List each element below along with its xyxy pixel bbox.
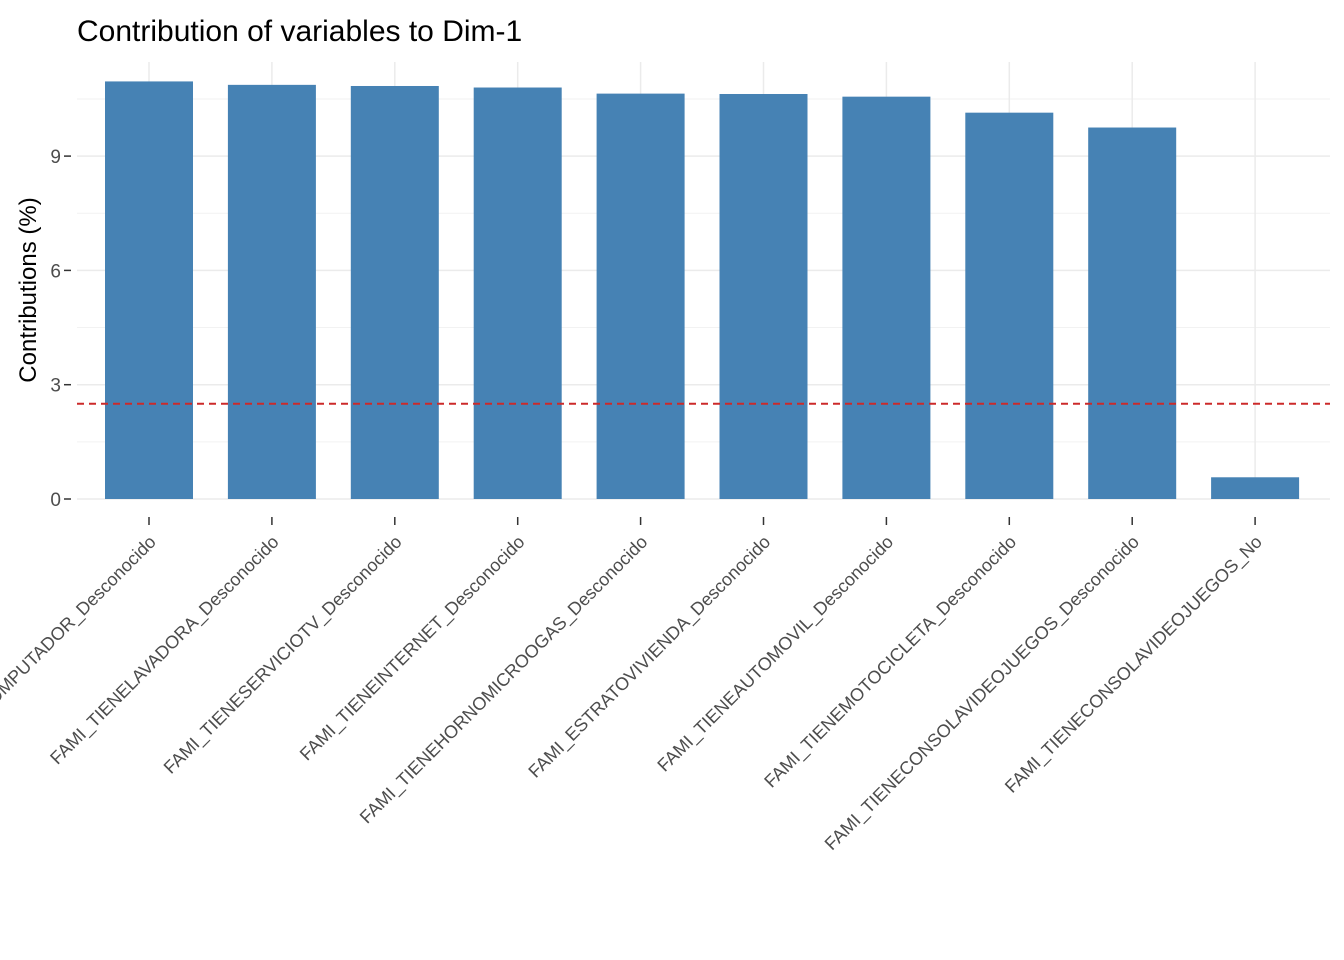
- y-tick-label: 9: [50, 147, 61, 168]
- y-axis: 0 3 6 9: [50, 147, 71, 511]
- x-tick-label: FAMI_TIENEAUTOMOVIL_Desconocido: [653, 532, 898, 777]
- y-axis-label: Contributions (%): [15, 197, 42, 382]
- y-tick-label: 3: [50, 376, 61, 397]
- x-tick-label: FAMI_ESTRATOVIVIENDA_Desconocido: [524, 532, 775, 783]
- y-tick-label: 0: [50, 490, 61, 511]
- bars: [105, 81, 1300, 500]
- bar: [842, 96, 931, 499]
- x-tick-label: FAMI_TIENEHORNOMICROOGAS_Desconocido: [356, 532, 652, 828]
- bar: [965, 112, 1054, 499]
- bar: [1211, 477, 1300, 499]
- bar: [1088, 127, 1177, 500]
- x-tick-label: FAMI_TIENEMOTOCICLETA_Desconocido: [760, 532, 1021, 793]
- y-tick-label: 6: [50, 261, 61, 282]
- bar: [105, 81, 193, 499]
- x-tick-label: FAMI_TIENECONSOLAVIDEOJUEGOS_No: [1001, 532, 1267, 798]
- bar: [719, 93, 808, 499]
- bar: [350, 85, 439, 499]
- bar: [596, 93, 685, 499]
- x-axis: FAMI_TIENECOMPUTADOR_DesconocidoFAMI_TIE…: [0, 517, 1267, 855]
- chart-title: Contribution of variables to Dim-1: [77, 15, 522, 48]
- x-tick-label: FAMI_TIENECOMPUTADOR_Desconocido: [0, 532, 161, 793]
- bar: [227, 84, 316, 499]
- x-tick-label: FAMI_TIENELAVADORA_Desconocido: [46, 532, 283, 769]
- x-tick-label: FAMI_TIENEINTERNET_Desconocido: [296, 532, 529, 765]
- x-tick-label: FAMI_TIENESERVICIOTV_Desconocido: [160, 532, 407, 779]
- bar: [473, 87, 562, 500]
